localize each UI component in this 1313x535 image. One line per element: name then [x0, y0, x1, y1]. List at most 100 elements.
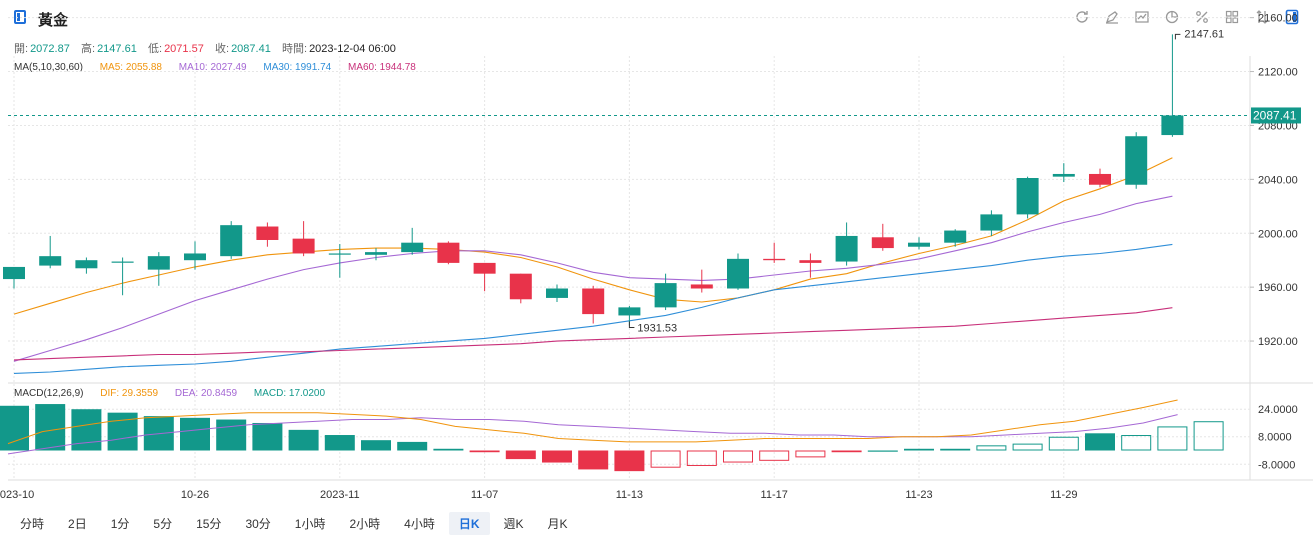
panel-icon[interactable] [1283, 8, 1301, 26]
sort-icon[interactable] [1253, 8, 1271, 26]
time-tick-label: 2023-10 [0, 489, 34, 501]
macd-bar [759, 450, 790, 461]
macd-tick-label: 8.0000 [1258, 432, 1292, 444]
macd-bar [831, 450, 862, 453]
candle-body [75, 260, 98, 269]
tab-1m[interactable]: 1分 [110, 517, 130, 531]
percent-icon[interactable] [1193, 8, 1211, 26]
macd-bar [397, 441, 428, 451]
candle-body [365, 252, 387, 255]
high-value: 2147.61 [97, 43, 137, 55]
candle-body [401, 242, 424, 253]
ma60-legend: MA60: 1944.78 [347, 62, 416, 73]
time-tick-label: 11-23 [905, 489, 932, 501]
macd-bar [976, 445, 1007, 451]
time-value: 2023-12-04 06:00 [309, 43, 396, 55]
price-tick-label: 2000.00 [1258, 228, 1298, 240]
tab-15m[interactable]: 15分 [196, 517, 222, 531]
macd-bar [35, 404, 66, 451]
macd-bar [542, 450, 572, 463]
candle-body [1052, 173, 1075, 177]
candle-body [908, 242, 930, 247]
candle-body [835, 235, 858, 262]
ma30-legend: MA30: 1991.74 [263, 62, 332, 73]
macd-bar [1085, 433, 1115, 451]
low-label: 低: [148, 43, 163, 55]
ohlc-info: 開: 2072.87 高: 2147.61 低: 2071.57 收: 2087.41 … [14, 40, 398, 56]
candle-body [328, 253, 351, 255]
macd-bar [216, 419, 247, 451]
macd-legend-title: MACD(12,26,9) [14, 388, 84, 399]
macd-bar [940, 448, 971, 451]
tab-monthly[interactable]: 月K [547, 517, 568, 531]
last-price-label: 2087.41 [1253, 108, 1297, 122]
tab-1h[interactable]: 1小時 [294, 517, 326, 531]
macd-bar [1012, 443, 1043, 451]
macd-bar [867, 450, 898, 452]
macd-bar [578, 450, 609, 470]
candle-body [618, 307, 641, 316]
macd-bar [686, 450, 717, 466]
dea-legend: DEA: 20.8459 [174, 388, 238, 399]
candle-body [980, 214, 1003, 231]
draw-icon[interactable] [1103, 8, 1121, 26]
chart-icon[interactable] [1133, 8, 1151, 26]
tab-daily[interactable]: 日K [448, 512, 490, 535]
low-annotation-label: 1931.53 [637, 323, 677, 335]
macd-bar [361, 440, 391, 451]
macd-bar [650, 450, 681, 468]
panel-toggle-icon[interactable] [14, 10, 26, 24]
macd-bar [614, 450, 645, 472]
tab-2d[interactable]: 2日 [68, 517, 87, 531]
candle-body [1089, 173, 1111, 185]
tab-2h[interactable]: 2小時 [349, 517, 381, 531]
macd-bar [723, 450, 753, 463]
time-tick-label: 11-07 [471, 489, 498, 501]
time-tick-label: 2023-11 [320, 489, 360, 501]
pie-icon[interactable] [1163, 8, 1181, 26]
tab-30m[interactable]: 30分 [245, 517, 271, 531]
candle-body [256, 226, 279, 240]
tab-fenshi[interactable]: 分時 [20, 517, 45, 531]
candle-body [690, 284, 713, 289]
candle-body [437, 242, 460, 263]
refresh-icon[interactable] [1073, 8, 1091, 26]
macd-bar [1048, 436, 1079, 451]
candle-body [3, 266, 25, 280]
candlestick-chart[interactable]: 1920.001960.002000.002040.002080.002120.… [0, 0, 1313, 510]
low-marker [628, 321, 635, 329]
ma5-line [13, 157, 1173, 315]
macd-bar [469, 450, 500, 453]
time-tick-label: 11-29 [1050, 489, 1077, 501]
candle-body [473, 262, 496, 274]
ma-legend: MA(5,10,30,60) MA5: 2055.88 MA10: 2027.4… [14, 62, 430, 73]
open-label: 開: [14, 43, 29, 55]
candle-body [111, 261, 134, 263]
macd-bar [904, 448, 934, 451]
macd-value-legend: MACD: 17.0200 [253, 388, 326, 399]
ma-legend-title: MA(5,10,30,60) [14, 62, 83, 73]
candle-body [220, 225, 243, 257]
tab-5m[interactable]: 5分 [153, 517, 173, 531]
macd-bar [505, 450, 536, 460]
time-tick-label: 11-17 [761, 489, 788, 501]
macd-bar [107, 412, 138, 451]
tab-weekly[interactable]: 週K [503, 517, 524, 531]
dea-line [7, 414, 1178, 455]
close-value: 2087.41 [231, 43, 271, 55]
candle-body [1016, 178, 1039, 215]
macd-bar [0, 405, 29, 451]
dif-legend: DIF: 29.3559 [100, 388, 159, 399]
macd-legend: MACD(12,26,9) DIF: 29.3559 DEA: 20.8459 … [14, 388, 339, 399]
candle-body [292, 238, 315, 254]
macd-tick-label: 24.0000 [1258, 404, 1298, 416]
candle-body [654, 283, 677, 308]
candle-body [509, 273, 532, 300]
macd-bar [324, 435, 355, 451]
period-tabs: 分時 2日 1分 5分 15分 30分 1小時 2小時 4小時 日K 週K 月K [10, 512, 582, 535]
open-value: 2072.87 [30, 43, 70, 55]
macd-bar [1157, 426, 1188, 451]
ma30-line [13, 243, 1173, 374]
candle-body [727, 258, 749, 289]
tab-4h[interactable]: 4小時 [404, 517, 435, 531]
